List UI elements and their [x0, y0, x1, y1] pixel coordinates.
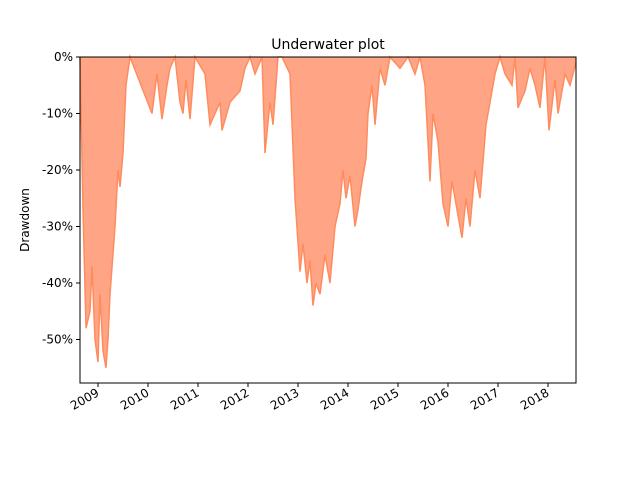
chart-title: Underwater plot — [271, 37, 385, 53]
y-axis-label: Drawdown — [18, 188, 32, 252]
y-tick-label: -20% — [42, 163, 73, 177]
drawdown-area — [80, 57, 576, 368]
x-tick-label: 2015 — [368, 385, 401, 412]
x-tick-label: 2016 — [418, 385, 451, 412]
y-tick-label: 0% — [54, 50, 73, 64]
x-tick-label: 2013 — [268, 385, 301, 412]
x-tick-label: 2012 — [218, 385, 251, 412]
y-tick-label: -40% — [42, 276, 73, 290]
y-tick-label: -10% — [42, 106, 73, 120]
x-tick-label: 2017 — [468, 385, 501, 412]
x-tick-label: 2009 — [68, 385, 101, 412]
x-tick-label: 2010 — [118, 385, 151, 412]
y-tick-label: -30% — [42, 219, 73, 233]
y-tick-label: -50% — [42, 332, 73, 346]
x-tick-label: 2018 — [518, 385, 551, 412]
drawdown-line — [79, 54, 577, 368]
x-tick-label: 2011 — [168, 385, 201, 412]
x-tick-label: 2014 — [318, 385, 351, 412]
plot-frame — [79, 56, 577, 384]
